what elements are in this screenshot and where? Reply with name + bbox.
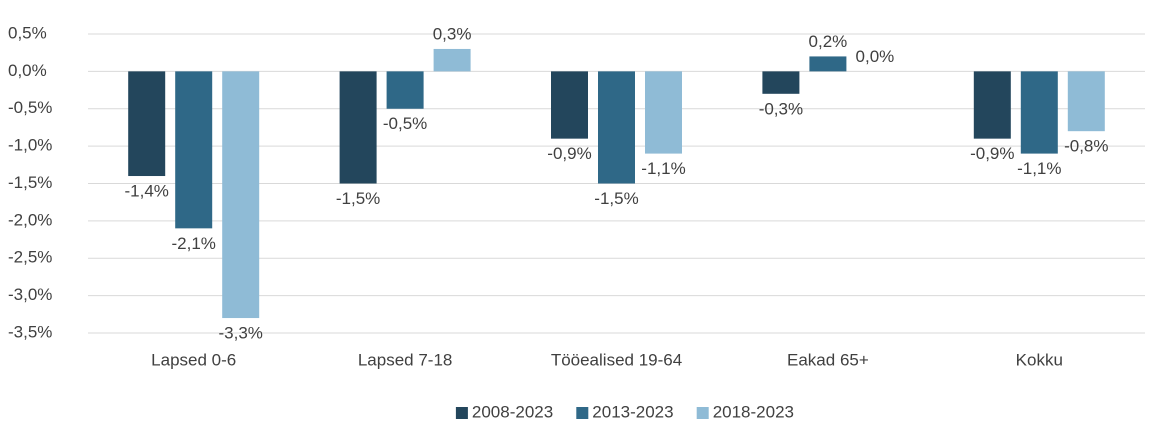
bar: [598, 71, 635, 184]
bar: [175, 71, 213, 229]
data-label: 0,3%: [433, 24, 472, 43]
x-tick-label: Tööealised 19-64: [551, 350, 682, 369]
bar: [433, 48, 471, 72]
legend-swatch: [576, 407, 589, 419]
bar: [222, 71, 260, 319]
y-tick-label: -0,5%: [8, 98, 52, 117]
x-tick-label: Lapsed 7-18: [358, 350, 453, 369]
data-label: -0,8%: [1064, 137, 1108, 156]
data-label: -1,5%: [594, 189, 638, 208]
bar: [551, 71, 588, 139]
y-tick-label: -3,5%: [8, 322, 52, 341]
x-tick-label: Kokku: [1016, 350, 1063, 369]
legend-swatch: [455, 407, 468, 419]
data-label: -0,9%: [970, 144, 1014, 163]
data-label: -3,3%: [218, 324, 262, 343]
bar: [762, 71, 800, 94]
bar: [386, 71, 424, 109]
data-label: -1,4%: [124, 182, 168, 201]
bar: [1020, 71, 1058, 154]
bar: [809, 56, 847, 72]
legend-label: 2013-2023: [592, 402, 673, 421]
y-tick-label: -1,0%: [8, 136, 52, 155]
bar: [128, 71, 166, 177]
bar: [1067, 71, 1105, 132]
bar: [339, 71, 377, 184]
data-label: -0,3%: [759, 99, 803, 118]
data-label: 0,2%: [809, 32, 848, 51]
y-tick-label: -2,0%: [8, 210, 52, 229]
data-label: -0,9%: [547, 144, 591, 163]
y-tick-label: -1,5%: [8, 173, 52, 192]
x-tick-label: Lapsed 0-6: [151, 350, 236, 369]
bar: [973, 71, 1011, 139]
y-tick-label: -2,5%: [8, 248, 52, 267]
legend-label: 2008-2023: [472, 402, 553, 421]
data-label: -1,1%: [1017, 159, 1061, 178]
y-tick-label: -3,0%: [8, 285, 52, 304]
legend-label: 2018-2023: [713, 402, 794, 421]
y-tick-label: 0,0%: [8, 61, 47, 80]
data-label: -1,1%: [641, 159, 685, 178]
x-tick-label: Eakad 65+: [787, 350, 869, 369]
data-label: -2,1%: [171, 234, 215, 253]
data-label: 0,0%: [856, 47, 895, 66]
legend-swatch: [696, 407, 709, 419]
data-label: -0,5%: [383, 114, 427, 133]
bar: [645, 71, 682, 154]
y-tick-label: 0,5%: [8, 23, 47, 42]
data-label: -1,5%: [336, 189, 380, 208]
